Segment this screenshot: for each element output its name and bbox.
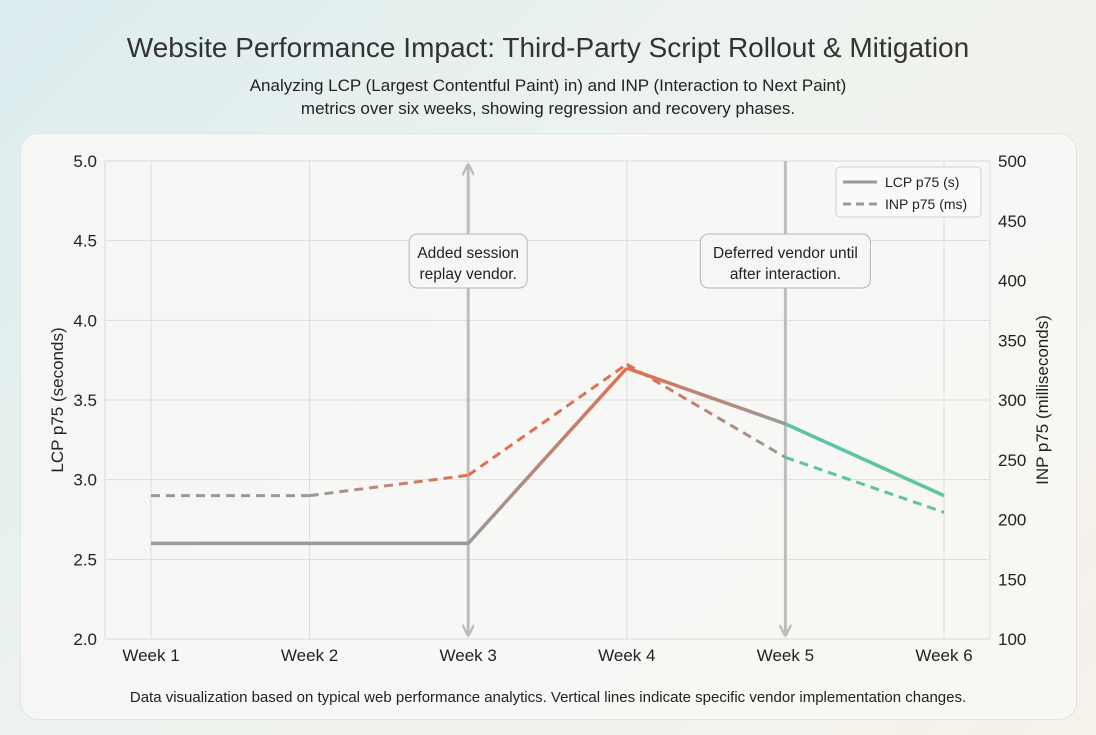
- annotation-text: Deferred vendor until: [713, 245, 858, 262]
- legend-label: INP p75 (ms): [885, 196, 967, 212]
- series-segment-inp: [309, 473, 469, 498]
- series-segment-lcp: [466, 366, 629, 545]
- y-right-tick-label: 400: [998, 272, 1026, 291]
- x-tick-label: Week 1: [122, 646, 179, 665]
- annotation-box: [699, 233, 871, 289]
- y-tick-label: 2.5: [73, 550, 97, 569]
- y-right-tick-label: 250: [998, 451, 1026, 470]
- legend-label: LCP p75 (s): [885, 174, 959, 190]
- series-segment-inp: [784, 455, 945, 514]
- y-right-tick-label: 300: [998, 391, 1026, 410]
- y-right-tick-label: 150: [998, 570, 1026, 589]
- annotation-text: replay vendor.: [420, 266, 517, 283]
- annotation-text: Added session: [417, 245, 519, 262]
- x-tick-label: Week 2: [281, 646, 338, 665]
- y-right-axis-label: INP p75 (milliseconds): [1033, 315, 1052, 485]
- y-tick-label: 5.0: [73, 152, 97, 171]
- y-tick-label: 4.5: [73, 232, 97, 251]
- x-tick-label: Week 6: [915, 646, 972, 665]
- y-tick-label: 3.5: [73, 391, 97, 410]
- footnote: Data visualization based on typical web …: [129, 689, 967, 706]
- y-axis-label: LCP p75 (seconds): [48, 327, 67, 472]
- y-right-tick-label: 350: [998, 331, 1026, 350]
- x-tick-label: Week 3: [440, 646, 497, 665]
- chart-panel: [20, 133, 1077, 720]
- x-tick-label: Week 5: [757, 646, 814, 665]
- chart-subtitle: Analyzing LCP (Largest Contentful Paint)…: [249, 76, 847, 118]
- series-segment-inp: [626, 362, 787, 459]
- annotation-box: [408, 233, 528, 289]
- series-segment-lcp: [626, 366, 786, 426]
- annotation-text: after interaction.: [730, 266, 841, 283]
- y-right-tick-label: 100: [998, 630, 1026, 649]
- y-tick-label: 4.0: [73, 311, 97, 330]
- series-segment-inp: [467, 362, 628, 477]
- y-tick-label: 3.0: [73, 471, 97, 490]
- y-right-tick-label: 450: [998, 212, 1026, 231]
- y-right-tick-label: 200: [998, 511, 1026, 530]
- y-tick-label: 2.0: [73, 630, 97, 649]
- plot-frame: [104, 160, 991, 640]
- y-right-tick-label: 500: [998, 152, 1026, 171]
- x-tick-label: Week 4: [598, 646, 655, 665]
- series-segment-lcp: [784, 422, 945, 498]
- chart-title: Website Performance Impact: Third-Party …: [126, 32, 970, 63]
